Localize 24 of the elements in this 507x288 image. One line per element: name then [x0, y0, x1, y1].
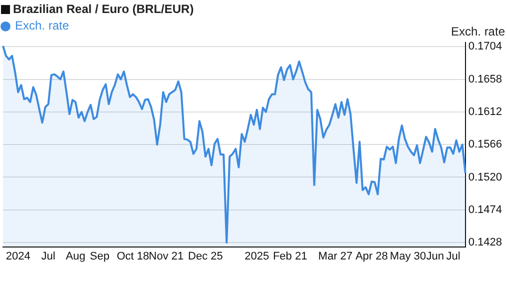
x-tick-label: May 30 — [390, 250, 426, 262]
x-tick-label: Feb 21 — [272, 250, 308, 262]
y-tick-label: 0.1474 — [468, 204, 502, 216]
legend-label: Exch. rate — [15, 18, 70, 33]
x-tick-label: Aug — [66, 250, 86, 262]
y-tick-label: 0.1704 — [468, 40, 502, 53]
x-tick-label: Jul — [446, 250, 460, 262]
y-tick-label: 0.1428 — [468, 236, 502, 249]
chart-title: Brazilian Real / Euro (BRL/EUR) — [13, 2, 194, 16]
x-tick-label: Oct 18 — [116, 250, 150, 262]
y-tick-label: 0.1658 — [468, 73, 502, 86]
y-tick-label: 0.1612 — [468, 106, 502, 118]
x-tick-label: Apr 28 — [355, 250, 388, 262]
x-tick-label: Sep — [90, 250, 110, 262]
x-tick-label: Jun — [426, 250, 444, 262]
x-tick-label: Nov 21 — [148, 250, 184, 262]
x-tick-label: Dec 25 — [188, 250, 223, 262]
x-tick-label: Jul — [41, 250, 56, 262]
y-tick-label: 0.1520 — [468, 171, 502, 184]
x-tick-label: Mar 27 — [318, 250, 353, 262]
x-tick-label: 2025 — [244, 250, 270, 262]
y-tick-label: 0.1566 — [468, 138, 502, 151]
y-axis-title: Exch. rate — [450, 24, 506, 39]
x-tick-label: 2024 — [6, 250, 30, 262]
